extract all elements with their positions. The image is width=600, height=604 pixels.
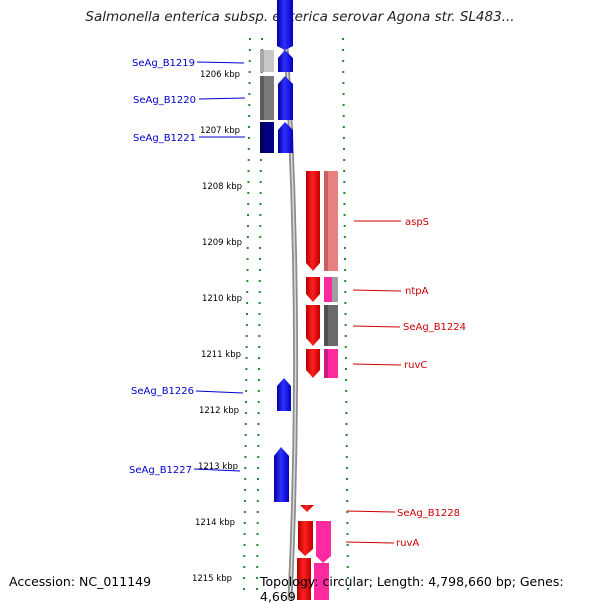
reverse-genes	[297, 171, 320, 600]
gene-top-forward	[277, 0, 293, 50]
gene-b1219-forward	[278, 50, 293, 72]
gene-aspS-reverse	[306, 171, 320, 271]
tick-1206: 1206 kbp	[200, 70, 240, 80]
accession-label: Accession: NC_011149	[9, 574, 152, 589]
label-ruvA: ruvA	[396, 538, 419, 549]
map-title: Salmonella enterica subsp. enterica sero…	[85, 9, 515, 25]
cog-box-ruvA	[316, 521, 331, 563]
cog-boxes-left	[260, 50, 274, 153]
label-b1226: SeAg_B1226	[131, 386, 194, 397]
forward-genes	[274, 0, 293, 502]
gene-ruvA-reverse	[298, 521, 313, 556]
tick-1214: 1214 kbp	[195, 518, 235, 528]
label-b1220: SeAg_B1220	[133, 95, 196, 106]
label-aspS: aspS	[405, 217, 429, 228]
guide-line-right	[342, 37, 349, 591]
tick-1209: 1209 kbp	[202, 238, 242, 248]
tick-1211: 1211 kbp	[201, 350, 241, 360]
label-b1221: SeAg_B1221	[133, 133, 196, 144]
scale-ticks: 1206 kbp 1207 kbp 1208 kbp 1209 kbp 1210…	[192, 70, 242, 584]
tick-1208: 1208 kbp	[202, 182, 242, 192]
gene-b1221-forward	[278, 122, 293, 153]
gene-b1227-forward	[274, 447, 289, 502]
cog-boxes-right	[314, 171, 338, 600]
gene-ntpA-reverse	[306, 277, 320, 302]
tick-1207: 1207 kbp	[200, 126, 240, 136]
label-b1224: SeAg_B1224	[403, 322, 466, 333]
label-b1227: SeAg_B1227	[129, 465, 192, 476]
right-gene-labels: aspS ntpA SeAg_B1224 ruvC SeAg_B1228 ruv…	[345, 217, 466, 549]
cog-box-bottom	[314, 563, 329, 600]
tick-1215: 1215 kbp	[192, 574, 232, 584]
tick-1212: 1212 kbp	[199, 406, 239, 416]
cog-box-ntpA	[324, 277, 332, 302]
tick-1210: 1210 kbp	[202, 294, 242, 304]
guide-dots	[243, 37, 349, 591]
guide-line-left-outer	[243, 37, 251, 591]
gene-b1228-reverse	[300, 505, 314, 512]
gene-b1226-forward	[277, 378, 291, 411]
label-ruvC: ruvC	[404, 360, 427, 371]
guide-line-left-inner	[256, 37, 263, 591]
tick-1213: 1213 kbp	[198, 462, 238, 472]
gene-ruvC-reverse	[306, 349, 320, 378]
gene-b1224-reverse	[306, 305, 320, 346]
gene-bottom-reverse	[297, 558, 311, 600]
label-ntpA: ntpA	[405, 286, 429, 297]
label-b1228: SeAg_B1228	[397, 508, 460, 519]
label-b1219: SeAg_B1219	[132, 58, 195, 69]
gene-b1220-forward	[278, 76, 293, 120]
left-gene-labels: SeAg_B1219 SeAg_B1220 SeAg_B1221 SeAg_B1…	[129, 58, 246, 476]
